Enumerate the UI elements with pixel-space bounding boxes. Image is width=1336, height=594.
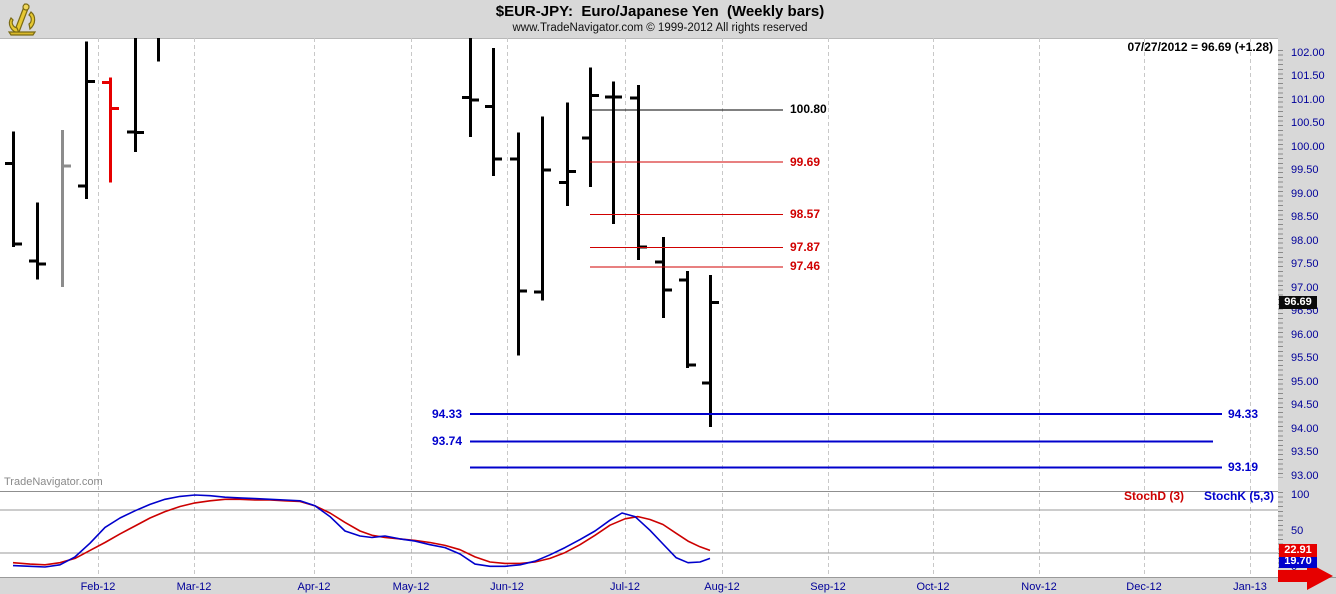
stoch-k-legend: StochK (5,3) bbox=[1203, 489, 1274, 503]
price-axis-label: 100.50 bbox=[1291, 117, 1325, 129]
price-axis-ticks bbox=[1278, 50, 1283, 478]
price-axis-label: 95.50 bbox=[1291, 352, 1319, 364]
stoch-d-line bbox=[12, 498, 711, 566]
copyright-subtitle: www.TradeNavigator.com © 1999-2012 All r… bbox=[512, 22, 808, 34]
price-axis-label: 101.00 bbox=[1291, 93, 1325, 106]
month-label: May-12 bbox=[392, 581, 430, 593]
stoch-d-badge: 22.91 bbox=[1279, 544, 1317, 557]
trade-navigator-logo-icon bbox=[7, 3, 37, 36]
price-axis-label: 93.50 bbox=[1291, 446, 1319, 458]
price-axis-label: 100.00 bbox=[1291, 140, 1325, 153]
price-axis-label: 94.50 bbox=[1291, 399, 1319, 411]
month-label: Apr-12 bbox=[297, 581, 331, 593]
time-axis-strip bbox=[0, 577, 1336, 594]
price-axis-label: 97.00 bbox=[1291, 281, 1319, 294]
page-title: $EUR-JPY: Euro/Japanese Yen (Weekly bars… bbox=[495, 3, 825, 20]
stoch-k-badge: 19.70 bbox=[1279, 555, 1317, 568]
last-bar-quote: 07/27/2012 = 96.69 (+1.28) bbox=[1127, 40, 1273, 54]
price-axis-label: 99.50 bbox=[1291, 164, 1319, 176]
month-label: Oct-12 bbox=[916, 581, 950, 593]
month-label: Jan-13 bbox=[1233, 581, 1267, 593]
stoch-axis-ticks bbox=[1278, 492, 1283, 570]
scroll-right-arrow-icon[interactable] bbox=[1278, 562, 1333, 590]
month-label: Jul-12 bbox=[610, 581, 640, 593]
month-label: Mar-12 bbox=[176, 581, 212, 593]
price-axis-label: 96.00 bbox=[1291, 328, 1319, 341]
watermark: TradeNavigator.com bbox=[4, 476, 103, 488]
level-label: 94.33 bbox=[1228, 406, 1259, 421]
price-axis-label: 98.00 bbox=[1291, 234, 1319, 247]
price-axis-label: 93.00 bbox=[1291, 469, 1319, 482]
month-label: Jun-12 bbox=[490, 581, 524, 593]
level-label: 98.57 bbox=[790, 207, 821, 222]
stoch-axis-label: 50 bbox=[1291, 524, 1304, 537]
price-axis-label: 99.00 bbox=[1291, 187, 1319, 200]
current-price-badge: 96.69 bbox=[1279, 296, 1317, 309]
stoch-axis-label: 100 bbox=[1291, 488, 1310, 501]
stoch-d-legend: StochD (3) bbox=[1124, 489, 1184, 503]
level-label: 93.19 bbox=[1228, 460, 1259, 475]
level-label: 93.74 bbox=[431, 434, 462, 449]
month-label: Nov-12 bbox=[1021, 581, 1057, 593]
level-label: 97.46 bbox=[790, 259, 821, 274]
month-label: Feb-12 bbox=[80, 581, 116, 593]
month-label: Aug-12 bbox=[704, 581, 740, 593]
month-label: Dec-12 bbox=[1126, 581, 1162, 593]
level-label: 97.87 bbox=[790, 240, 821, 255]
level-label: 99.69 bbox=[790, 154, 821, 169]
price-axis-label: 98.50 bbox=[1291, 211, 1319, 223]
price-axis-label: 97.50 bbox=[1291, 258, 1319, 270]
price-axis-label: 94.00 bbox=[1291, 422, 1319, 435]
price-axis-label: 101.50 bbox=[1291, 70, 1325, 82]
price-axis-label: 102.00 bbox=[1291, 46, 1325, 59]
level-label: 100.80 bbox=[790, 102, 827, 117]
header-band bbox=[0, 0, 1336, 39]
price-axis-label: 95.00 bbox=[1291, 375, 1319, 388]
month-label: Sep-12 bbox=[810, 581, 846, 593]
level-label: 94.33 bbox=[431, 406, 462, 421]
stoch-k-line bbox=[12, 494, 711, 568]
